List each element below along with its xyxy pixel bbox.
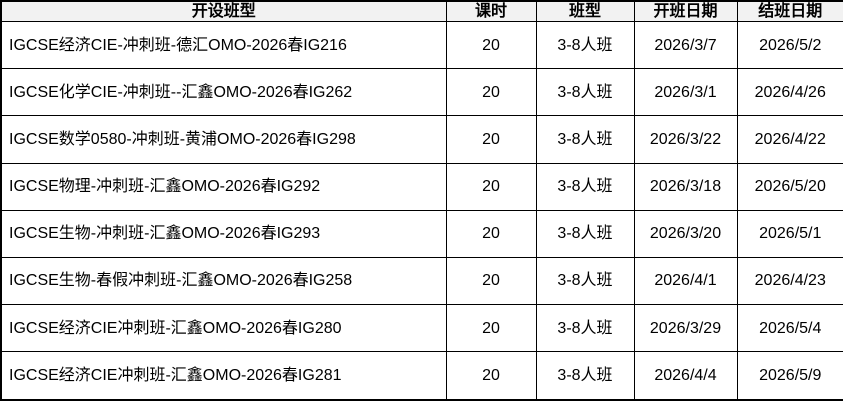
course-name-cell: IGCSE数学0580-冲刺班-黄浦OMO-2026春IG298 [0,115,447,164]
end-date-cell: 2026/4/26 [736,68,843,117]
end-date-cell: 2026/4/23 [736,256,843,306]
table-row: IGCSE化学CIE-冲刺班--汇鑫OMO-2026春IG262 20 3-8人… [0,68,843,117]
class-size-cell: 3-8人班 [535,351,635,401]
header-hours: 课时 [445,0,537,23]
table-row: IGCSE物理-冲刺班-汇鑫OMO-2026春IG292 20 3-8人班 20… [0,162,843,211]
start-date-cell: 2026/3/20 [633,209,738,258]
table-row: IGCSE数学0580-冲刺班-黄浦OMO-2026春IG298 20 3-8人… [0,115,843,164]
table-row: IGCSE经济CIE-冲刺班-德汇OMO-2026春IG216 20 3-8人班… [0,21,843,70]
end-date-cell: 2026/5/20 [736,162,843,211]
start-date-cell: 2026/3/29 [633,304,738,353]
hours-cell: 20 [445,256,537,306]
hours-cell: 20 [445,21,537,70]
hours-cell: 20 [445,209,537,258]
class-size-cell: 3-8人班 [535,209,635,258]
course-name-cell: IGCSE化学CIE-冲刺班--汇鑫OMO-2026春IG262 [0,68,447,117]
start-date-cell: 2026/4/4 [633,351,738,401]
end-date-cell: 2026/5/2 [736,21,843,70]
table-row: IGCSE经济CIE冲刺班-汇鑫OMO-2026春IG280 20 3-8人班 … [0,304,843,353]
hours-cell: 20 [445,304,537,353]
course-name-cell: IGCSE经济CIE冲刺班-汇鑫OMO-2026春IG280 [0,304,447,353]
end-date-cell: 2026/4/22 [736,115,843,164]
end-date-cell: 2026/5/4 [736,304,843,353]
header-class-size: 班型 [535,0,635,23]
course-name-cell: IGCSE物理-冲刺班-汇鑫OMO-2026春IG292 [0,162,447,211]
table-row: IGCSE经济CIE冲刺班-汇鑫OMO-2026春IG281 20 3-8人班 … [0,351,843,401]
class-size-cell: 3-8人班 [535,162,635,211]
class-size-cell: 3-8人班 [535,21,635,70]
course-name-cell: IGCSE经济CIE冲刺班-汇鑫OMO-2026春IG281 [0,351,447,401]
hours-cell: 20 [445,115,537,164]
course-name-cell: IGCSE生物-冲刺班-汇鑫OMO-2026春IG293 [0,209,447,258]
course-name-cell: IGCSE经济CIE-冲刺班-德汇OMO-2026春IG216 [0,21,447,70]
start-date-cell: 2026/3/18 [633,162,738,211]
end-date-cell: 2026/5/9 [736,351,843,401]
class-size-cell: 3-8人班 [535,115,635,164]
hours-cell: 20 [445,68,537,117]
header-start-date: 开班日期 [633,0,738,23]
start-date-cell: 2026/3/1 [633,68,738,117]
header-row: 开设班型 课时 班型 开班日期 结班日期 [0,0,843,23]
course-name-cell: IGCSE生物-春假冲刺班-汇鑫OMO-2026春IG258 [0,256,447,306]
start-date-cell: 2026/3/22 [633,115,738,164]
end-date-cell: 2026/5/1 [736,209,843,258]
start-date-cell: 2026/4/1 [633,256,738,306]
hours-cell: 20 [445,351,537,401]
class-size-cell: 3-8人班 [535,256,635,306]
start-date-cell: 2026/3/7 [633,21,738,70]
table-row: IGCSE生物-冲刺班-汇鑫OMO-2026春IG293 20 3-8人班 20… [0,209,843,258]
table-row: IGCSE生物-春假冲刺班-汇鑫OMO-2026春IG258 20 3-8人班 … [0,256,843,306]
header-course-type: 开设班型 [0,0,447,23]
hours-cell: 20 [445,162,537,211]
header-end-date: 结班日期 [736,0,843,23]
class-size-cell: 3-8人班 [535,68,635,117]
class-size-cell: 3-8人班 [535,304,635,353]
